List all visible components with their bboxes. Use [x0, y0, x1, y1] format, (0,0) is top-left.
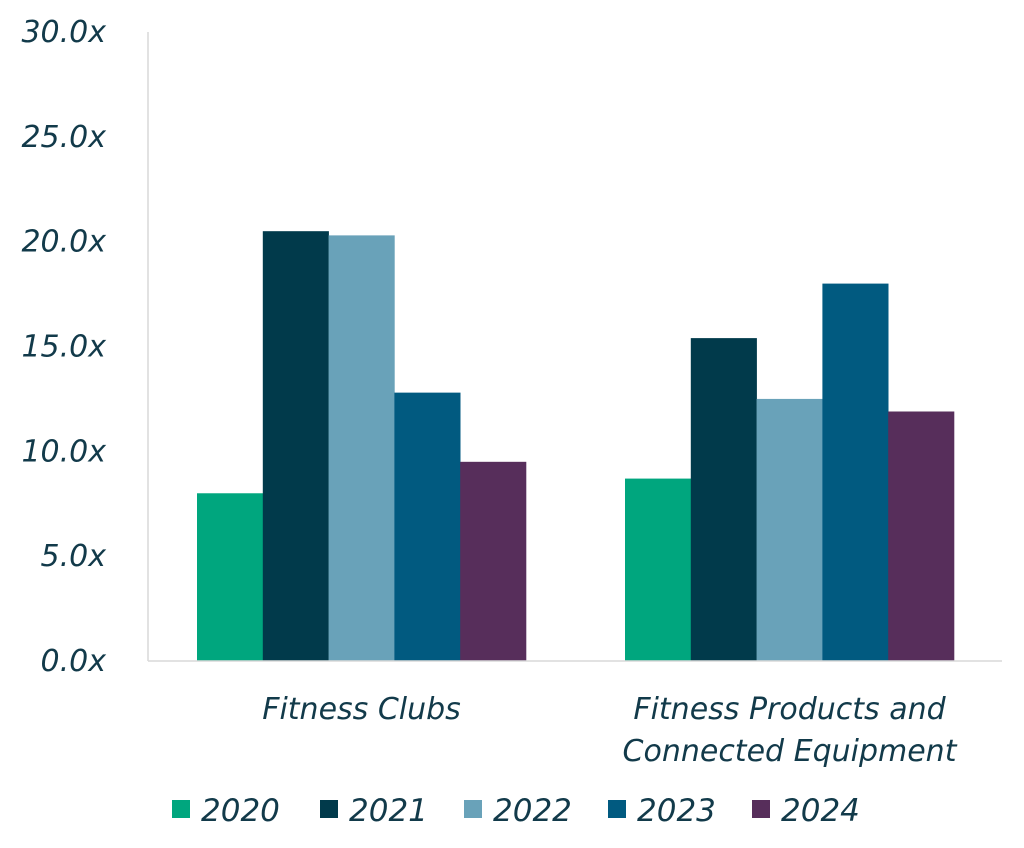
bar-2022-1 [756, 398, 823, 661]
legend-swatch [320, 800, 338, 818]
y-tick-label: 30.0x [21, 15, 106, 50]
legend-item-2020: 2020 [172, 793, 280, 829]
legend: 2020 2021 2022 2023 2024 [172, 793, 860, 829]
bars [197, 231, 955, 662]
y-tick-label: 15.0x [21, 330, 106, 365]
legend-item-2024: 2024 [752, 793, 860, 829]
bar-2020-0 [197, 493, 264, 661]
legend-item-2022: 2022 [464, 793, 572, 829]
legend-label: 2023 [637, 793, 716, 829]
y-tick-label: 25.0x [21, 120, 106, 155]
legend-swatch [464, 800, 482, 818]
bar-2023-0 [394, 392, 461, 661]
legend-swatch [608, 800, 626, 818]
legend-swatch [752, 800, 770, 818]
legend-swatch [172, 800, 190, 818]
bar-2024-0 [460, 461, 527, 661]
legend-label: 2020 [201, 793, 280, 829]
y-tick-label: 20.0x [21, 225, 106, 260]
legend-label: 2022 [493, 793, 572, 829]
bar-2022-0 [328, 235, 395, 662]
category-label: Fitness Clubs [262, 692, 461, 727]
y-tick-label: 0.0x [41, 644, 107, 679]
legend-label: 2021 [349, 793, 428, 829]
bar-2020-1 [625, 478, 692, 661]
bar-2023-1 [822, 283, 889, 661]
bar-2024-1 [888, 411, 955, 661]
legend-item-2023: 2023 [608, 793, 716, 829]
y-tick-label: 5.0x [41, 539, 107, 574]
bar-2021-1 [690, 338, 757, 661]
legend-label: 2024 [781, 793, 860, 829]
y-axis: 0.0x 5.0x 10.0x 15.0x 20.0x 25.0x 30.0x [21, 15, 149, 679]
y-tick-label: 10.0x [21, 434, 106, 469]
legend-item-2021: 2021 [320, 793, 428, 829]
category-label: Fitness Products and Connected Equipment [623, 692, 958, 769]
x-axis: Fitness Clubs Fitness Products and Connect… [148, 660, 1002, 769]
bar-2021-0 [262, 231, 329, 661]
